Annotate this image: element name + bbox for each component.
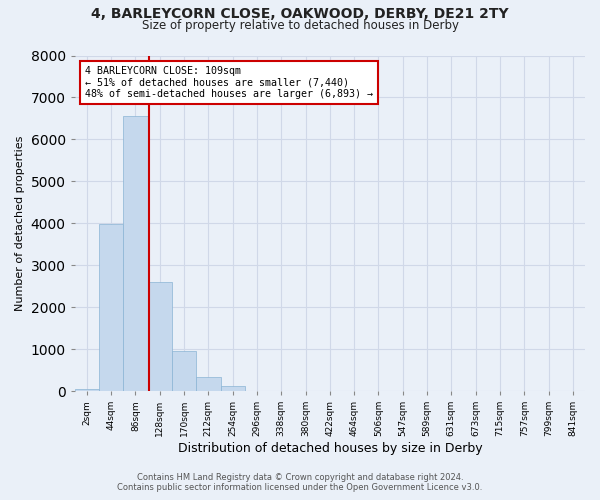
Text: Contains HM Land Registry data © Crown copyright and database right 2024.
Contai: Contains HM Land Registry data © Crown c… (118, 473, 482, 492)
Bar (124, 116, 148, 391)
X-axis label: Distribution of detached houses by size in Derby: Distribution of detached houses by size … (178, 442, 482, 455)
Bar (172, 351, 196, 391)
Bar (221, 386, 245, 391)
Bar (148, 282, 172, 391)
Text: Size of property relative to detached houses in Derby: Size of property relative to detached ho… (142, 18, 458, 32)
Text: 4 BARLEYCORN CLOSE: 109sqm
← 51% of detached houses are smaller (7,440)
48% of s: 4 BARLEYCORN CLOSE: 109sqm ← 51% of deta… (85, 66, 373, 99)
Text: 4, BARLEYCORN CLOSE, OAKWOOD, DERBY, DE21 2TY: 4, BARLEYCORN CLOSE, OAKWOOD, DERBY, DE2… (91, 8, 509, 22)
Bar (75, 388, 99, 391)
Y-axis label: Number of detached properties: Number of detached properties (15, 136, 25, 311)
Bar (196, 377, 221, 391)
Bar (99, 224, 124, 391)
